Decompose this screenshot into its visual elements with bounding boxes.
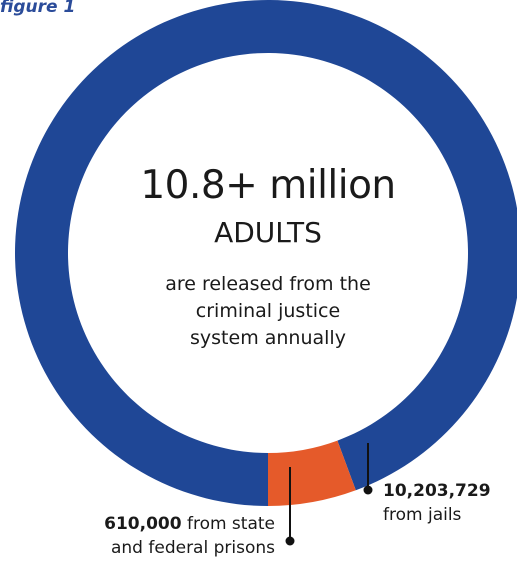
headline-subject: ADULTS xyxy=(214,216,322,249)
prisons-value-label: 610,000 xyxy=(104,514,182,534)
description-line: are released from the xyxy=(165,273,371,295)
description-line: criminal justice xyxy=(195,300,341,322)
callout-prisons: 610,000 from state and federal prisons xyxy=(40,512,275,560)
description-line: system annually xyxy=(190,327,346,349)
jails-leader-dot xyxy=(363,485,373,495)
prisons-label-line1: from state xyxy=(186,514,275,534)
figure-label: figure 1 xyxy=(0,0,76,17)
headline-description: are released from the criminal justice s… xyxy=(108,271,428,352)
headline-total: 10.8+ million xyxy=(140,163,396,208)
callout-jails: 10,203,729 from jails xyxy=(383,479,491,527)
slice-jails xyxy=(15,0,517,506)
prisons-label-line2: and federal prisons xyxy=(110,538,275,558)
jails-value-label: 10,203,729 xyxy=(383,481,491,501)
jails-label: from jails xyxy=(383,505,462,525)
prisons-leader-dot xyxy=(285,536,295,546)
